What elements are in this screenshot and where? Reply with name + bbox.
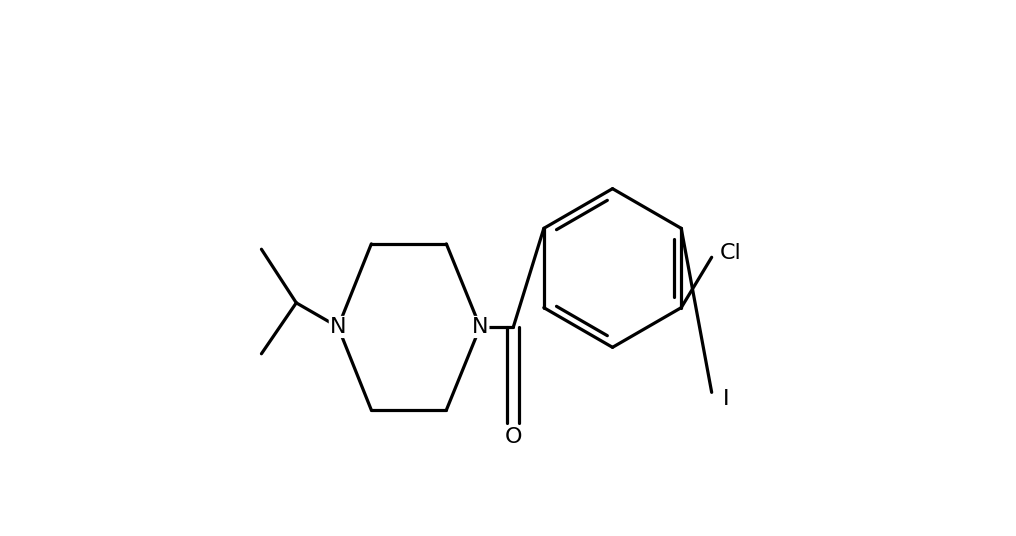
- Text: Cl: Cl: [719, 243, 742, 263]
- Text: N: N: [330, 317, 346, 337]
- Text: I: I: [722, 389, 728, 410]
- Text: O: O: [505, 427, 522, 447]
- Text: N: N: [471, 317, 489, 337]
